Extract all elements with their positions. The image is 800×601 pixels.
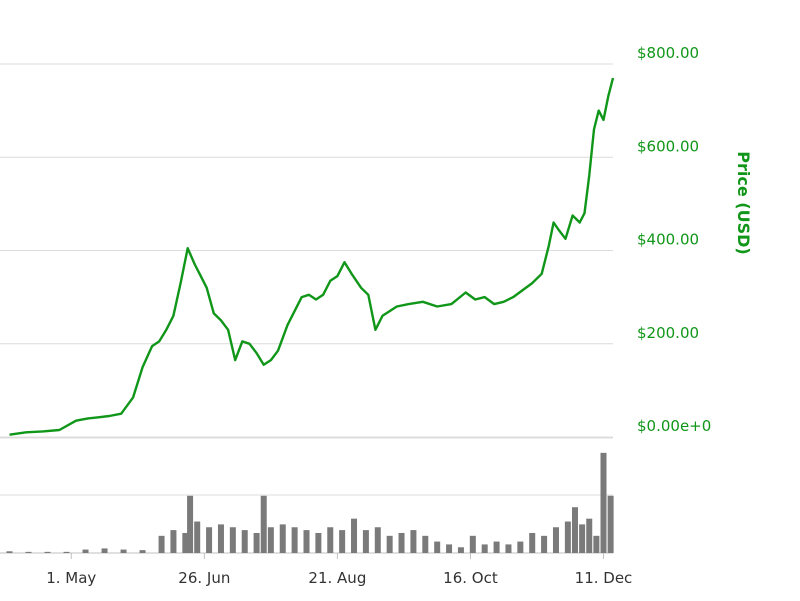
volume-bar (398, 532, 405, 553)
price-axis-ticks: $0.00e+0 $200.00 $400.00 $600.00 $800.00 (637, 44, 711, 435)
volume-bar (529, 532, 536, 553)
volume-bar (279, 524, 286, 553)
volume-bar (291, 527, 298, 553)
volume-bar (564, 521, 571, 553)
volume-bar (260, 495, 267, 553)
volume-bar (206, 527, 213, 553)
volume-bar (120, 549, 127, 553)
volume-bar (362, 530, 369, 553)
price-tick-label: $400.00 (637, 231, 699, 249)
volume-bar (493, 541, 500, 553)
volume-bar (422, 535, 429, 553)
volume-bar (339, 530, 346, 553)
volume-bar (374, 527, 381, 553)
volume-bar (182, 532, 189, 553)
price-series (9, 77, 615, 436)
volume-bar (434, 541, 441, 553)
volume-bar (44, 551, 51, 553)
price-line (9, 77, 615, 436)
date-tick-label: 11. Dec (575, 569, 633, 587)
date-tick-label: 21. Aug (308, 569, 366, 587)
volume-bar (579, 524, 586, 553)
volume-bar (139, 550, 146, 553)
volume-bar (25, 551, 32, 553)
price-axis-label: Price (USD) (734, 151, 753, 254)
volume-bar (481, 544, 488, 553)
volume-bar (253, 532, 260, 553)
volume-bar (552, 527, 559, 553)
volume-bar (600, 452, 607, 553)
price-tick-label: $200.00 (637, 324, 699, 342)
volume-bar (101, 548, 108, 553)
volume-bar (607, 495, 614, 553)
volume-bar (586, 518, 593, 553)
volume-bar (571, 507, 578, 553)
volume-bar (6, 551, 13, 553)
volume-bar (63, 551, 70, 553)
volume-bar (351, 518, 358, 553)
volume-bar (158, 535, 165, 553)
gridlines (0, 63, 613, 554)
volume-bar (187, 495, 194, 553)
volume-bar (241, 530, 248, 553)
volume-bar (469, 535, 476, 553)
date-tick-label: 1. May (46, 569, 96, 587)
volume-bar (170, 530, 177, 553)
volume-bar (410, 530, 417, 553)
volume-bar (593, 535, 600, 553)
volume-bar (541, 535, 548, 553)
volume-bar (505, 544, 512, 553)
volume-bar (315, 532, 322, 553)
volume-bar (446, 544, 453, 553)
volume-bars (6, 452, 614, 553)
volume-bar (327, 527, 334, 553)
volume-bar (194, 521, 201, 553)
volume-bar (267, 527, 274, 553)
volume-bar (217, 524, 224, 553)
volume-bar (457, 547, 464, 553)
volume-bar (303, 530, 310, 553)
price-tick-label: $800.00 (637, 44, 699, 62)
price-tick-label: $0.00e+0 (637, 417, 711, 435)
date-axis-ticks: 1. May 26. Jun 21. Aug 16. Oct 11. Dec (46, 553, 632, 587)
volume-bar (517, 541, 524, 553)
date-tick-label: 26. Jun (178, 569, 230, 587)
volume-bar (386, 535, 393, 553)
date-tick-label: 16. Oct (443, 569, 498, 587)
price-tick-label: $600.00 (637, 137, 699, 155)
volume-bar (82, 549, 89, 553)
volume-bar (229, 527, 236, 553)
